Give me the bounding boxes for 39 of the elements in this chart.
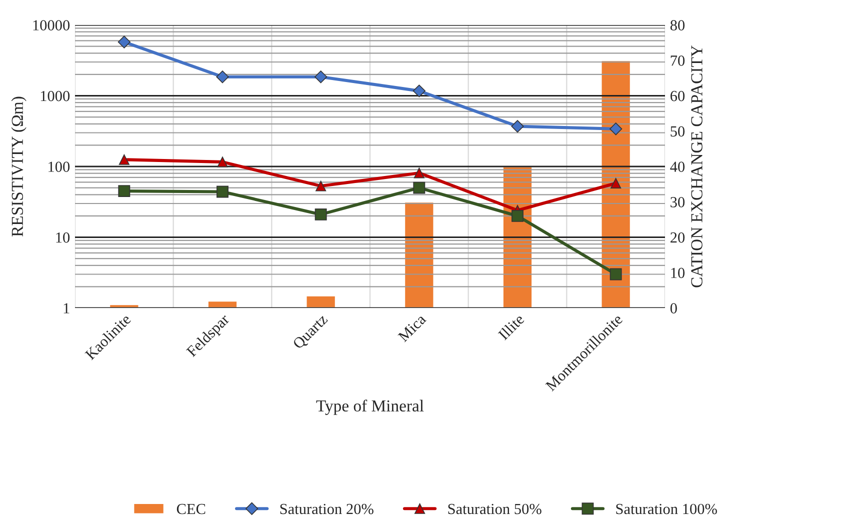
- point: [118, 36, 130, 48]
- point: [413, 182, 426, 194]
- y2-tick-label: 40: [670, 162, 685, 172]
- point: [216, 70, 229, 84]
- y2-axis-title: CATION EXCHANGE CAPACITY: [691, 45, 702, 288]
- point: [314, 208, 327, 220]
- point: [217, 156, 228, 168]
- y-tick-label: 1000: [40, 90, 70, 102]
- point: [314, 70, 328, 84]
- y-tick-label: 100: [48, 162, 70, 172]
- point: [610, 122, 622, 136]
- y-tick-label: 10: [56, 232, 70, 243]
- y2-tick-label: 30: [670, 197, 685, 208]
- point: [511, 120, 524, 133]
- point: [216, 186, 228, 198]
- point: [316, 180, 326, 192]
- point: [118, 185, 130, 198]
- y2-tick-label: 80: [670, 20, 685, 30]
- point: [118, 154, 130, 165]
- y-axis-title: RESISTIVITY (Ωm): [11, 96, 26, 236]
- y2-tick-label: 0: [670, 303, 677, 314]
- y-tick-label: 1: [64, 303, 70, 314]
- legend-label: Saturation 20%: [280, 504, 374, 514]
- legend-label: Saturation 100%: [616, 504, 717, 514]
- y2-tick-label: 50: [670, 126, 685, 137]
- y-tick-label: 10000: [33, 20, 70, 30]
- point: [412, 84, 426, 98]
- y2-tick-label: 70: [670, 56, 685, 66]
- y2-tick-label: 60: [670, 90, 685, 102]
- y2-tick-label: 10: [671, 268, 685, 278]
- point: [610, 178, 622, 189]
- point: [610, 268, 622, 280]
- legend-label: CEC: [176, 504, 206, 514]
- x-axis-title: Type of Mineral: [316, 400, 424, 415]
- legend-label: Saturation 50%: [448, 504, 542, 514]
- point: [414, 168, 424, 178]
- point: [512, 210, 524, 222]
- y2-tick-label: 20: [670, 232, 685, 243]
- x-tick-label: Illite: [497, 313, 525, 340]
